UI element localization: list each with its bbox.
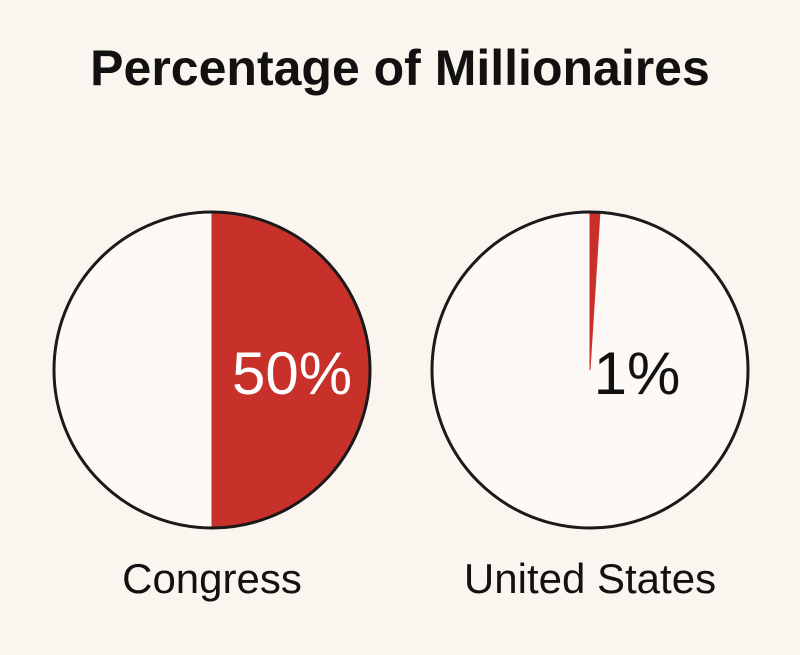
value-label: 1%: [594, 340, 681, 407]
pie-label: Congress: [122, 555, 302, 602]
pie-label: United States: [464, 555, 716, 602]
chart-title: Percentage of Millionaires: [90, 40, 710, 96]
pie-outline: [52, 210, 372, 530]
value-label: 50%: [232, 340, 352, 407]
pie-outline: [430, 210, 750, 530]
